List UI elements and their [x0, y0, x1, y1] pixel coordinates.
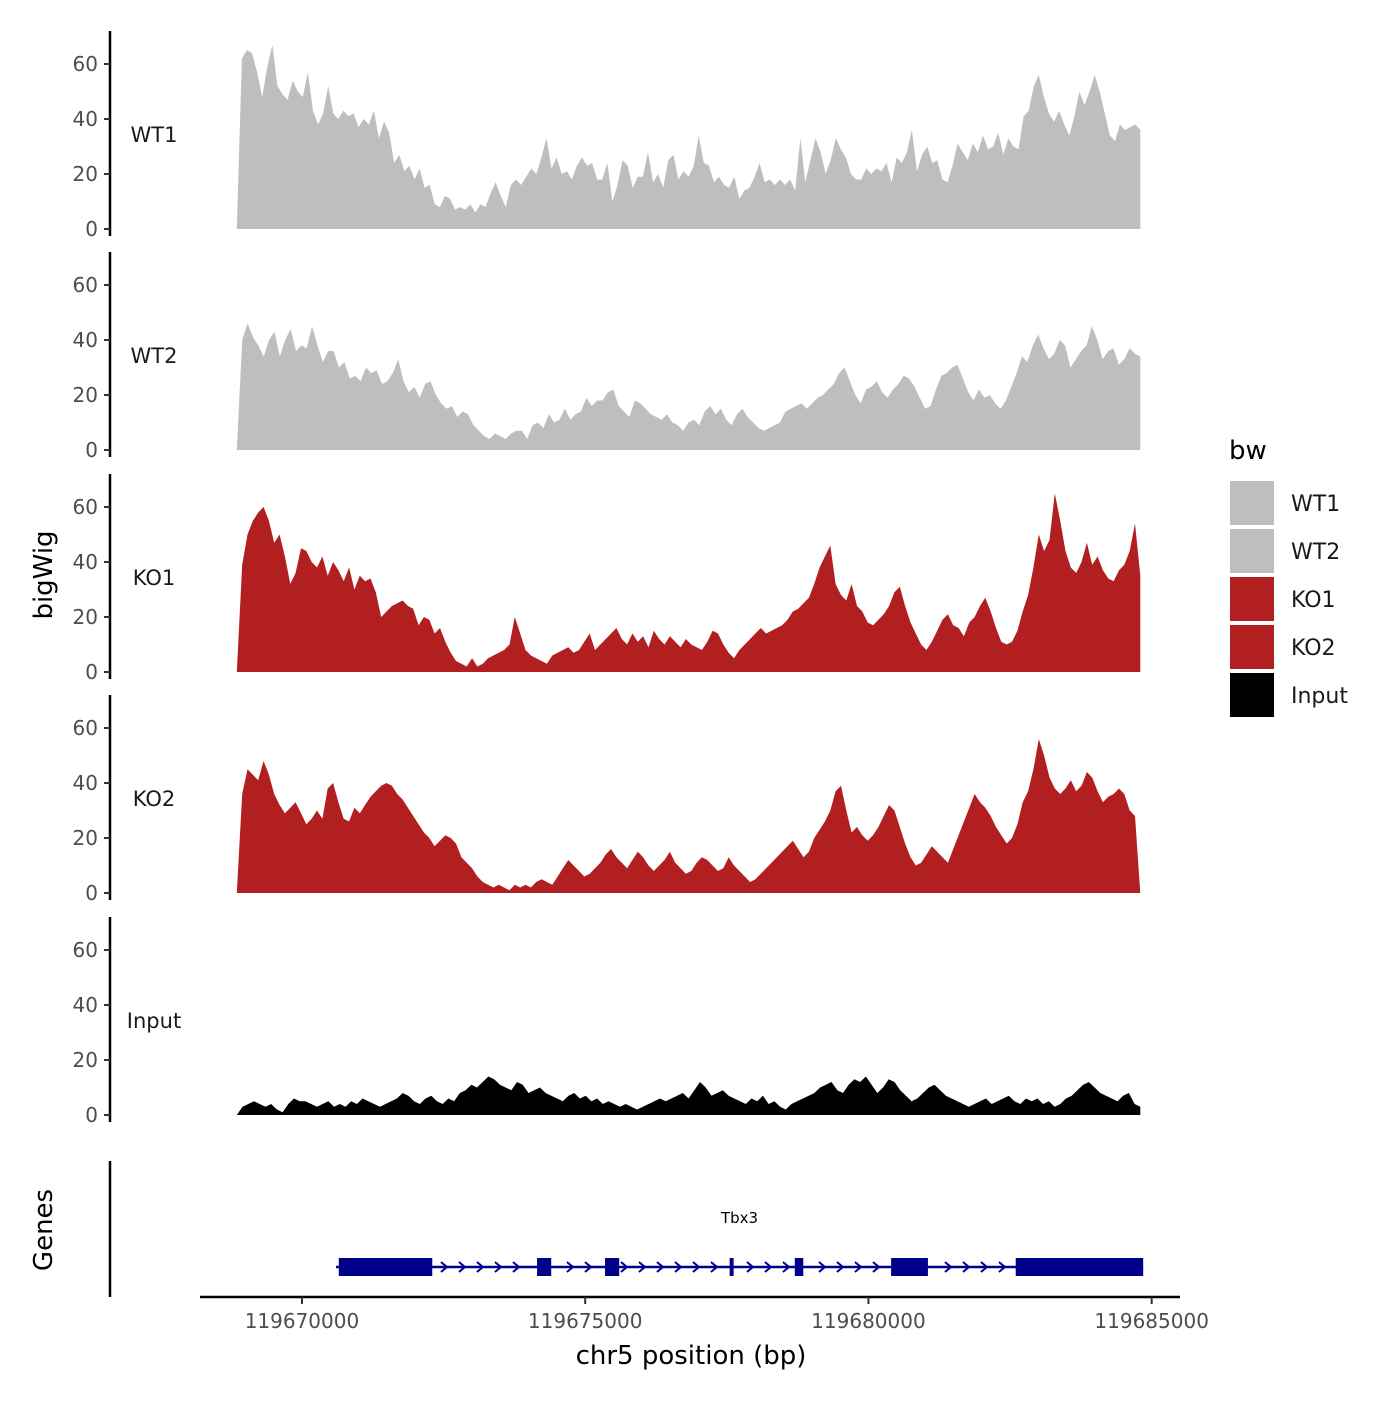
gene-exon — [729, 1258, 734, 1276]
y-tick-label: 40 — [73, 107, 98, 131]
y-tick-label: 60 — [73, 938, 98, 962]
legend-label: Input — [1291, 684, 1348, 709]
area-wt2 — [236, 323, 1141, 450]
track-wt1: 0 20 40 60 WT1 — [73, 31, 1141, 241]
y-tick-label: 0 — [85, 881, 98, 905]
legend-item-wt1: WT1 — [1228, 479, 1340, 527]
track-input: 0 20 40 60 Input — [73, 917, 1141, 1127]
track-ko2: 0 20 40 60 KO2 — [73, 695, 1141, 905]
legend-label: WT1 — [1291, 492, 1340, 517]
y-tick-label: 0 — [85, 438, 98, 462]
gene-exon — [338, 1258, 433, 1276]
x-tick-label: 119675000 — [528, 1309, 643, 1333]
legend-swatch — [1228, 527, 1276, 575]
legend-swatch — [1228, 479, 1276, 527]
y-tick-label: 20 — [73, 162, 98, 186]
strand-chevron — [836, 1261, 845, 1273]
legend-title: bw — [1229, 436, 1267, 466]
y-tick-label: 60 — [73, 716, 98, 740]
strand-chevron — [980, 1261, 989, 1273]
genes-axis-title: Genes — [29, 1189, 59, 1271]
strand-chevron — [710, 1261, 719, 1273]
legend-item-ko2: KO2 — [1228, 623, 1336, 671]
track-label: KO1 — [133, 566, 176, 590]
x-tick-label: 119670000 — [245, 1309, 360, 1333]
y-tick-label: 0 — [85, 1103, 98, 1127]
legend-item-wt2: WT2 — [1228, 527, 1340, 575]
track-label: Input — [127, 1009, 181, 1033]
y-axis-title: bigWig — [29, 530, 59, 619]
legend-label: WT2 — [1291, 540, 1340, 565]
strand-chevron — [638, 1261, 647, 1273]
y-tick-label: 40 — [73, 771, 98, 795]
gene-exon — [1015, 1258, 1144, 1276]
y-tick-label: 0 — [85, 217, 98, 241]
strand-chevron — [872, 1261, 881, 1273]
gene-exon — [605, 1258, 620, 1276]
y-tick-label: 0 — [85, 660, 98, 684]
strand-chevron — [656, 1261, 665, 1273]
legend-label: KO1 — [1291, 588, 1336, 613]
gene-exon — [891, 1258, 928, 1276]
tracks-layer: 0 20 40 60 WT1 0 20 40 60 WT2 0 20 40 60 KO1 0 20 40 60 KO2… — [73, 31, 1141, 1127]
x-tick-label: 119685000 — [1094, 1309, 1209, 1333]
y-tick-label: 20 — [73, 383, 98, 407]
track-wt2: 0 20 40 60 WT2 — [73, 252, 1141, 462]
strand-chevron — [458, 1261, 467, 1273]
area-ko1 — [236, 493, 1141, 672]
y-tick-label: 40 — [73, 550, 98, 574]
y-tick-label: 20 — [73, 826, 98, 850]
gene-exon — [794, 1258, 804, 1276]
track-label: WT1 — [131, 123, 178, 147]
area-wt1 — [236, 44, 1141, 229]
strand-chevron — [962, 1261, 971, 1273]
gene-label: Tbx3 — [720, 1209, 758, 1227]
y-tick-label: 40 — [73, 993, 98, 1017]
track-label: WT2 — [131, 344, 178, 368]
strand-chevron — [494, 1261, 503, 1273]
gene-layer: Tbx3 — [108, 1161, 1144, 1297]
y-tick-label: 60 — [73, 52, 98, 76]
track-ko1: 0 20 40 60 KO1 — [73, 474, 1141, 684]
strand-chevron — [620, 1261, 629, 1273]
x-axis-title: chr5 position (bp) — [576, 1341, 807, 1371]
strand-chevron — [440, 1261, 449, 1273]
legend-swatch — [1228, 575, 1276, 623]
strand-chevron — [566, 1261, 575, 1273]
strand-chevron — [584, 1261, 593, 1273]
legend: bw WT1 WT2 KO1 KO2 Input — [1228, 436, 1348, 719]
gene-exon — [537, 1258, 552, 1276]
strand-chevron — [692, 1261, 701, 1273]
legend-swatch — [1228, 671, 1276, 719]
strand-chevron — [674, 1261, 683, 1273]
legend-item-input: Input — [1228, 671, 1348, 719]
x-axis: 119670000 119675000 119680000 119685000 — [200, 1295, 1209, 1333]
legend-swatch — [1228, 623, 1276, 671]
strand-chevron — [818, 1261, 827, 1273]
strand-chevron — [476, 1261, 485, 1273]
strand-chevron — [944, 1261, 953, 1273]
legend-label: KO2 — [1291, 636, 1336, 661]
x-tick-label: 119680000 — [811, 1309, 926, 1333]
area-ko2 — [236, 739, 1141, 893]
track-label: KO2 — [133, 787, 176, 811]
y-tick-label: 40 — [73, 328, 98, 352]
strand-chevron — [998, 1261, 1007, 1273]
strand-chevron — [512, 1261, 521, 1273]
legend-item-ko1: KO1 — [1228, 575, 1336, 623]
strand-chevron — [782, 1261, 791, 1273]
strand-chevron — [746, 1261, 755, 1273]
strand-chevron — [764, 1261, 773, 1273]
area-input — [236, 1076, 1141, 1115]
strand-chevron — [854, 1261, 863, 1273]
y-tick-label: 20 — [73, 605, 98, 629]
y-tick-label: 60 — [73, 495, 98, 519]
y-tick-label: 60 — [73, 273, 98, 297]
y-tick-label: 20 — [73, 1048, 98, 1072]
